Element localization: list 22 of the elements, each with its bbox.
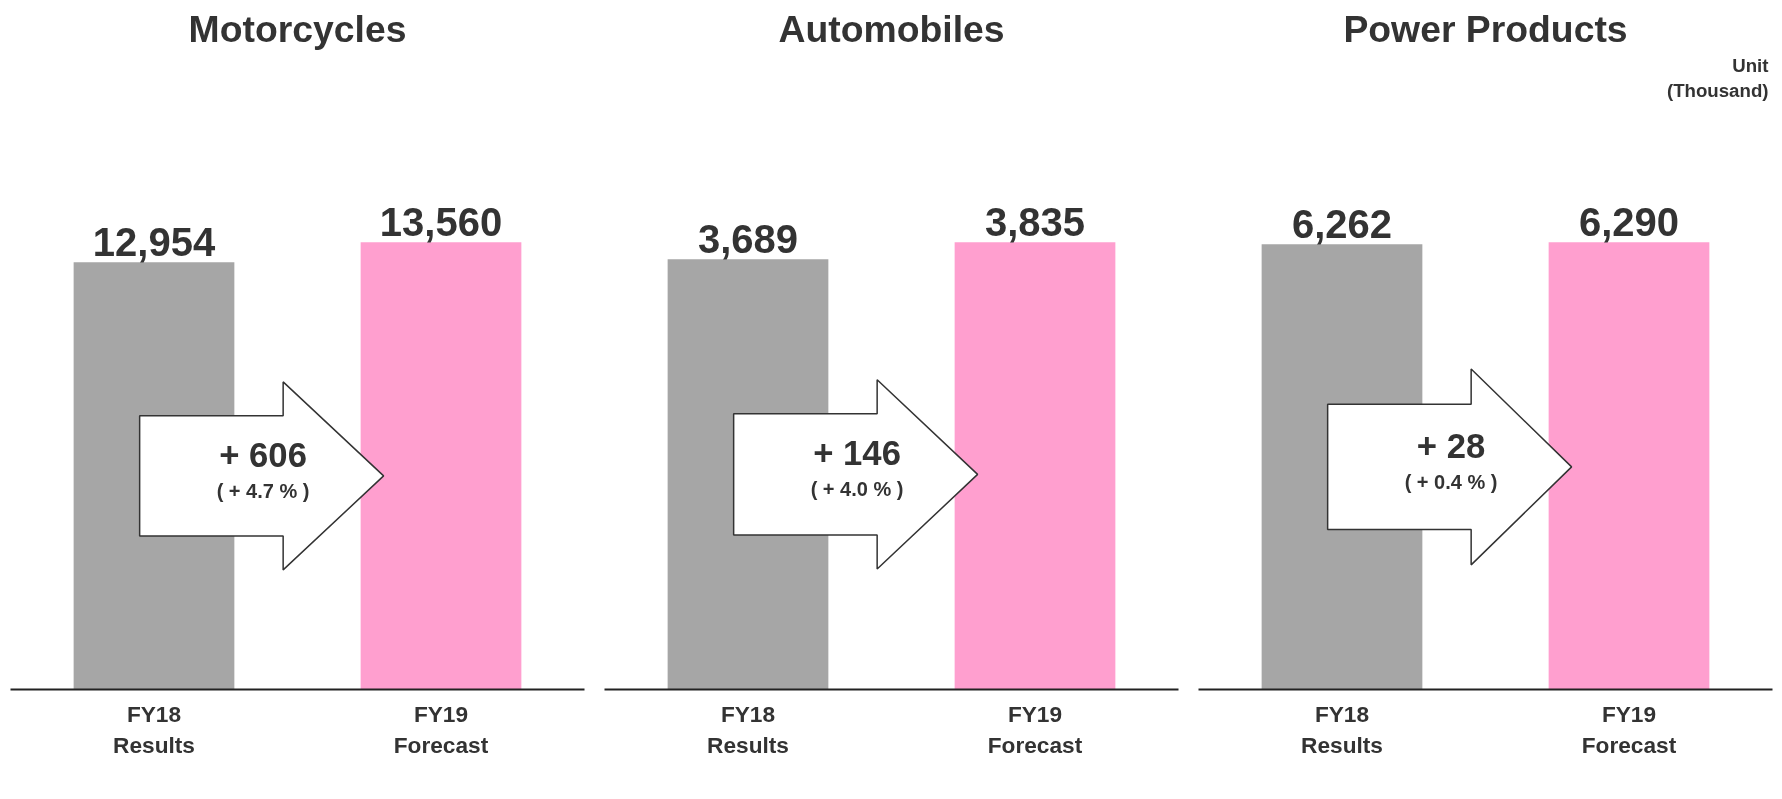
data-label: 3,689 xyxy=(697,217,799,262)
x-tick-label: FY18 Results xyxy=(1301,700,1383,758)
text: Unit (Thousand) xyxy=(1666,54,1769,101)
data-label: 6,262 xyxy=(1291,202,1393,247)
annotation: ( + 4.7 % ) xyxy=(216,479,310,502)
x-tick-label: FY19 Forecast xyxy=(393,700,489,758)
data-label: 12,954 xyxy=(92,220,216,265)
x-tick-label: FY19 Forecast xyxy=(1581,700,1677,758)
data-label: 6,290 xyxy=(1578,200,1680,245)
annotation: + 28 xyxy=(1416,426,1486,465)
annotation: ( + 4.0 % ) xyxy=(810,478,904,501)
annotation: ( + 0.4 % ) xyxy=(1404,470,1498,493)
data-label: 13,560 xyxy=(379,200,503,245)
x-tick-label: FY19 Forecast xyxy=(987,700,1083,758)
chart-title: Motorcycles xyxy=(188,7,407,50)
annotation: + 606 xyxy=(219,435,307,474)
chart-title: Automobiles xyxy=(778,7,1005,50)
chart-title: Power Products xyxy=(1343,7,1628,50)
x-tick-label: FY18 Results xyxy=(707,700,789,758)
annotation: + 146 xyxy=(813,434,901,473)
data-label: 3,835 xyxy=(984,200,1086,245)
x-tick-label: FY18 Results xyxy=(113,700,195,758)
